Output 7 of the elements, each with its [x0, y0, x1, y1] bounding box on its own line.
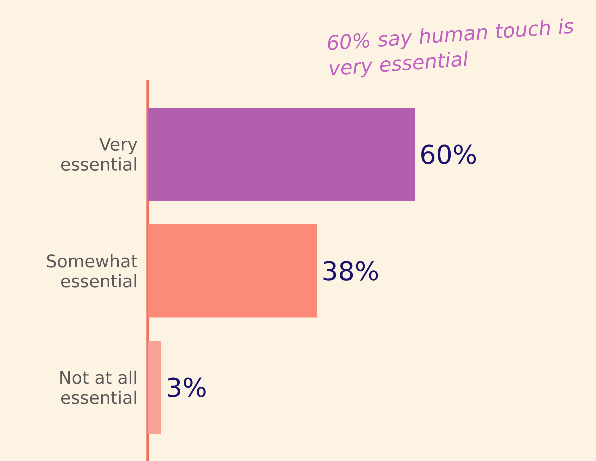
data-label: 38%: [324, 261, 378, 281]
y-tick-label: Very essential: [61, 138, 138, 172]
y-tick-label: Somewhat essential: [47, 254, 138, 288]
y-tick-label: Not at all essential: [60, 370, 136, 404]
data-label: 60%: [422, 144, 476, 164]
text: 60% say human touch is very essential: [328, 18, 574, 78]
data-label: 3%: [168, 378, 206, 398]
